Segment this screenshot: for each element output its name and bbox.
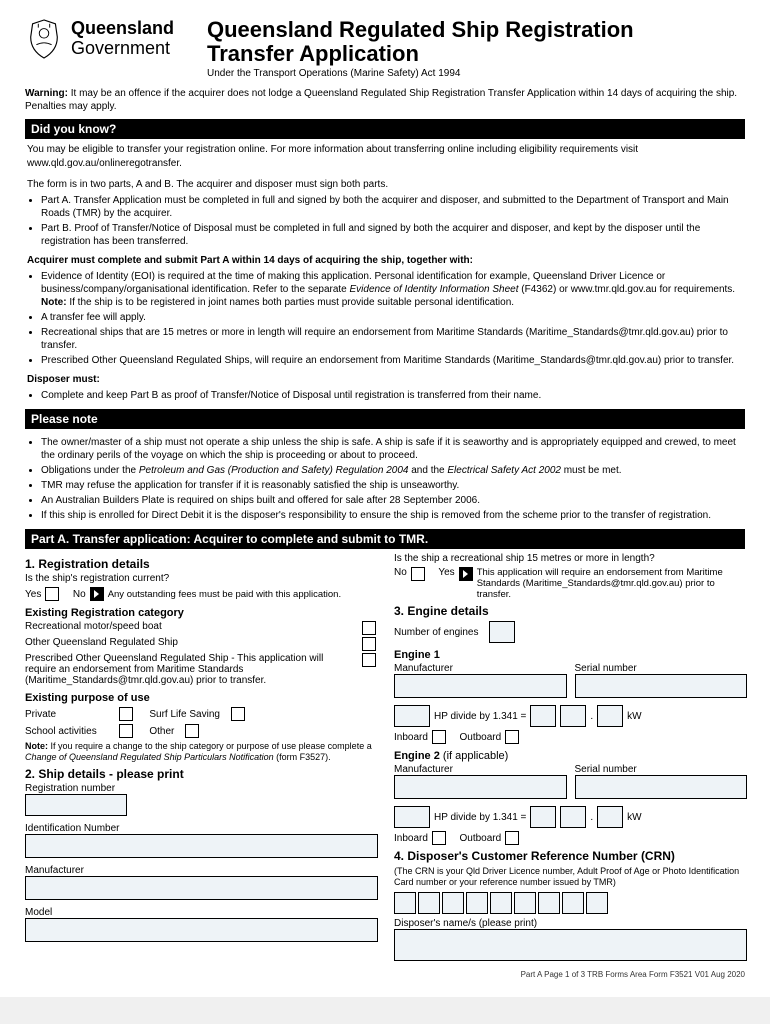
e2-mfr-field[interactable] [394, 775, 567, 799]
cat3-checkbox[interactable] [362, 653, 376, 667]
gov-line2: Government [71, 38, 170, 58]
crn-2[interactable] [418, 892, 440, 914]
crn-8[interactable] [562, 892, 584, 914]
numengines-field[interactable] [489, 621, 515, 643]
e2-inboard-checkbox[interactable] [432, 831, 446, 845]
crn-1[interactable] [394, 892, 416, 914]
crn-6[interactable] [514, 892, 536, 914]
crn-3[interactable] [442, 892, 464, 914]
cat1-checkbox[interactable] [362, 621, 376, 635]
e2-kw2-field[interactable] [560, 806, 586, 828]
crn-7[interactable] [538, 892, 560, 914]
model-field[interactable] [25, 918, 378, 942]
crn-boxes [394, 892, 745, 914]
idnum-field[interactable] [25, 834, 378, 858]
crn-5[interactable] [490, 892, 512, 914]
page: Queensland Government Queensland Regulat… [0, 0, 770, 997]
pleasenote-heading: Please note [25, 409, 745, 429]
e2-kw3-field[interactable] [597, 806, 623, 828]
title-area: Queensland Regulated Ship Registration T… [207, 18, 634, 79]
crest-icon [25, 18, 63, 60]
e1-hp-field[interactable] [394, 705, 430, 727]
didyouknow-body: You may be eligible to transfer your reg… [25, 139, 745, 174]
manufacturer-field[interactable] [25, 876, 378, 900]
other-checkbox[interactable] [185, 724, 199, 738]
disposer-heading: Disposer must: [27, 373, 743, 386]
part-a-container: 1. Registration details Is the ship's re… [25, 553, 745, 964]
private-checkbox[interactable] [119, 707, 133, 721]
s1-title: 1. Registration details [25, 557, 376, 571]
no-checkbox[interactable] [90, 587, 104, 601]
page-title: Queensland Regulated Ship Registration T… [207, 18, 634, 66]
crn-4[interactable] [466, 892, 488, 914]
e1-kw3-field[interactable] [597, 705, 623, 727]
surf-checkbox[interactable] [231, 707, 245, 721]
r-no-checkbox[interactable] [411, 567, 425, 581]
right-column: Is the ship a recreational ship 15 metre… [394, 553, 745, 964]
pleasenote-body: The owner/master of a ship must not oper… [25, 429, 745, 529]
left-column: 1. Registration details Is the ship's re… [25, 553, 376, 964]
e1-serial-field[interactable] [575, 674, 748, 698]
yes-checkbox[interactable] [45, 587, 59, 601]
logo-area: Queensland Government [25, 18, 195, 60]
subtitle: Under the Transport Operations (Marine S… [207, 68, 634, 79]
e2-serial-field[interactable] [575, 775, 748, 799]
didyouknow-heading: Did you know? [25, 119, 745, 139]
s4-title: 4. Disposer's Customer Reference Number … [394, 849, 745, 863]
acquirer-heading: Acquirer must complete and submit Part A… [27, 254, 743, 267]
gov-text: Queensland Government [71, 19, 174, 59]
gov-line1: Queensland [71, 18, 174, 38]
crn-9[interactable] [586, 892, 608, 914]
e1-kw1-field[interactable] [530, 705, 556, 727]
regnum-field[interactable] [25, 794, 127, 816]
e1-outboard-checkbox[interactable] [505, 730, 519, 744]
s2-title: 2. Ship details - please print [25, 767, 376, 781]
header: Queensland Government Queensland Regulat… [25, 18, 745, 79]
cat2-checkbox[interactable] [362, 637, 376, 651]
e2-kw1-field[interactable] [530, 806, 556, 828]
e2-hp-field[interactable] [394, 806, 430, 828]
school-checkbox[interactable] [119, 724, 133, 738]
intro-section: The form is in two parts, A and B. The a… [25, 174, 745, 409]
parta-heading: Part A. Transfer application: Acquirer t… [25, 529, 745, 549]
e2-outboard-checkbox[interactable] [505, 831, 519, 845]
footer: Part A Page 1 of 3 TRB Forms Area Form F… [25, 970, 745, 979]
s3-title: 3. Engine details [394, 604, 745, 618]
e1-inboard-checkbox[interactable] [432, 730, 446, 744]
e1-kw2-field[interactable] [560, 705, 586, 727]
disposer-names-field[interactable] [394, 929, 747, 961]
warning-text: Warning: It may be an offence if the acq… [25, 87, 745, 113]
r-yes-checkbox[interactable] [459, 567, 473, 581]
e1-mfr-field[interactable] [394, 674, 567, 698]
